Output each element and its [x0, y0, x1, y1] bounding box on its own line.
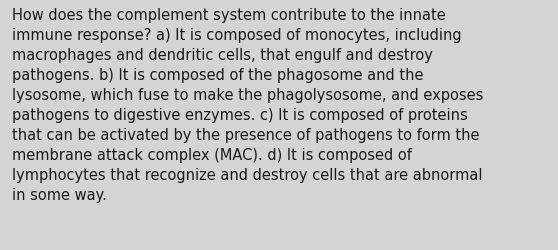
Text: How does the complement system contribute to the innate
immune response? a) It i: How does the complement system contribut… [12, 8, 484, 202]
